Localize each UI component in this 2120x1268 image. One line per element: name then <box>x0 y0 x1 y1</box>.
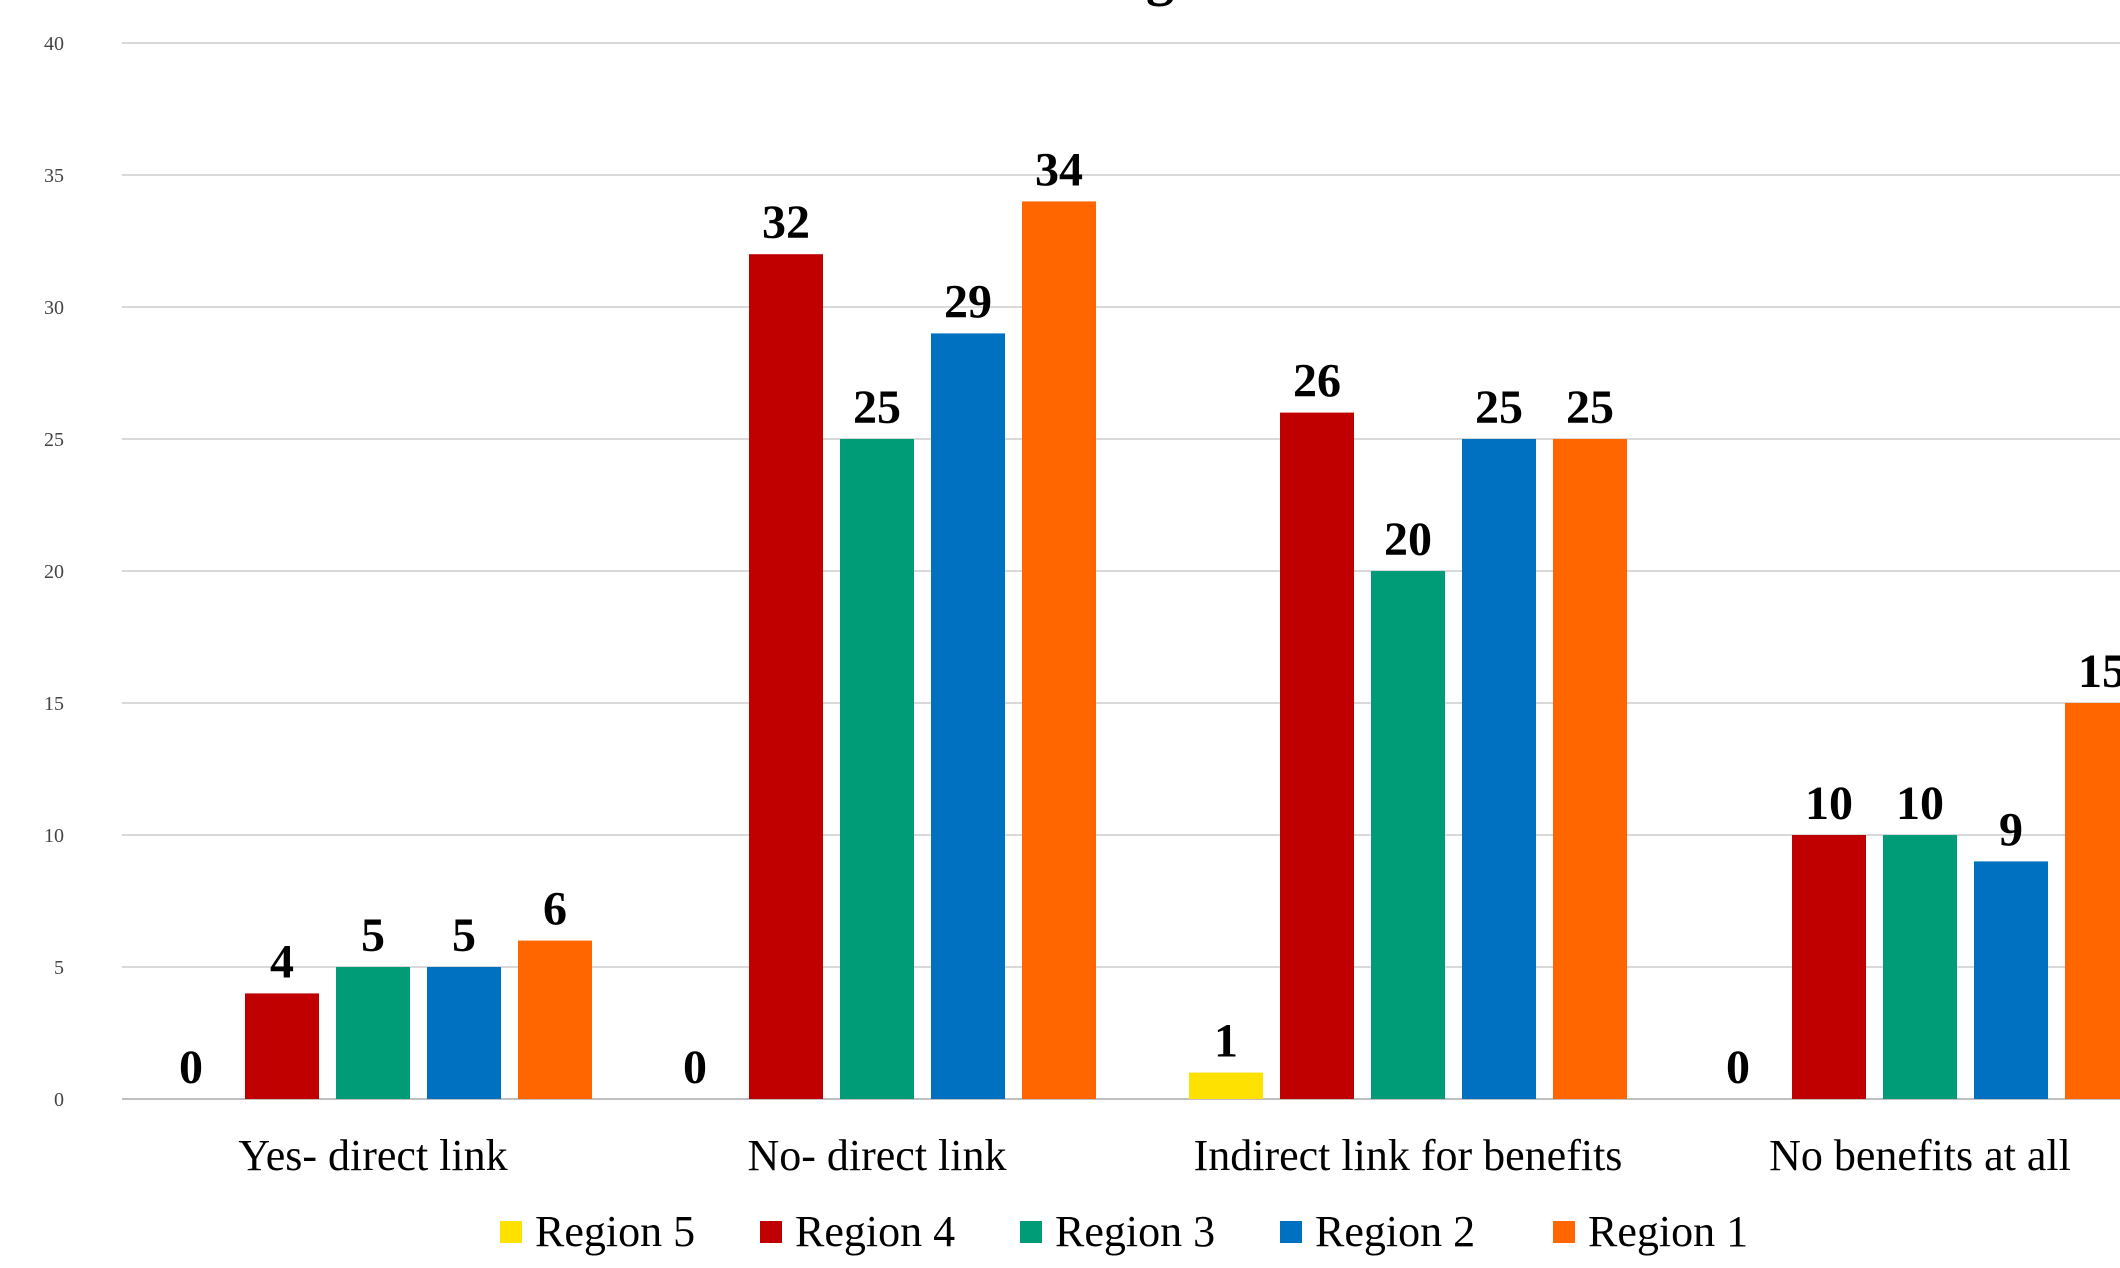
bar <box>518 940 592 1099</box>
y-tick-label: 0 <box>54 1089 64 1111</box>
y-tick-label: 35 <box>44 165 64 187</box>
legend-swatch <box>1280 1221 1302 1243</box>
y-tick-label: 10 <box>44 825 64 847</box>
data-label: 34 <box>1035 143 1083 196</box>
legend-label: Region 3 <box>1055 1207 1215 1256</box>
legend-item: Region 4 <box>760 1207 955 1256</box>
legend-item: Region 2 <box>1280 1207 1475 1256</box>
data-label: 6 <box>543 883 567 936</box>
bar <box>1792 835 1866 1099</box>
bar <box>245 993 319 1099</box>
x-axis-categories: Yes- direct link No- direct link Indirect … <box>238 1131 2071 1180</box>
data-label: 20 <box>1384 513 1432 566</box>
bar <box>2065 703 2120 1099</box>
bars <box>245 201 2120 1100</box>
bar <box>1974 861 2048 1099</box>
data-label: 25 <box>1566 381 1614 434</box>
bar <box>749 254 823 1099</box>
data-label: 10 <box>1896 777 1944 830</box>
legend-item: Region 5 <box>500 1207 695 1256</box>
data-label: 0 <box>683 1041 707 1094</box>
bar <box>1462 439 1536 1099</box>
legend-label: Region 1 <box>1588 1207 1748 1256</box>
data-label: 32 <box>762 196 810 249</box>
y-tick-label: 15 <box>44 693 64 715</box>
legend-swatch <box>500 1221 522 1243</box>
bar <box>931 333 1005 1099</box>
y-axis-ticks: 0 5 10 15 20 25 30 35 40 <box>44 33 64 1111</box>
data-label: 15 <box>2078 645 2120 698</box>
data-label: 1 <box>1214 1015 1238 1068</box>
legend-swatch <box>760 1221 782 1243</box>
data-label: 0 <box>179 1041 203 1094</box>
legend-label: Region 2 <box>1315 1207 1475 1256</box>
data-label: 29 <box>944 275 992 328</box>
data-label: 0 <box>1726 1041 1750 1094</box>
data-label: 26 <box>1293 355 1341 408</box>
legend-label: Region 4 <box>795 1207 955 1256</box>
y-tick-label: 30 <box>44 297 64 319</box>
x-category-label: No benefits at all <box>1769 1131 2071 1180</box>
x-category-label: Indirect link for benefits <box>1194 1131 1623 1180</box>
bar <box>1280 412 1354 1100</box>
legend: Region 5 Region 4 Region 3 Region 2 Region 1 <box>500 1207 1748 1256</box>
bar <box>336 967 410 1099</box>
data-labels: 0 4 5 5 6 0 32 25 29 34 1 26 20 25 25 0 10 10 9 15 <box>179 143 2120 1094</box>
legend-item: Region 1 <box>1553 1207 1748 1256</box>
bar <box>427 967 501 1099</box>
x-category-label: Yes- direct link <box>238 1131 507 1180</box>
bar <box>1022 201 1096 1099</box>
bar <box>1189 1072 1263 1099</box>
y-tick-label: 20 <box>44 561 64 583</box>
data-label: 10 <box>1805 777 1853 830</box>
y-tick-label: 5 <box>54 957 64 979</box>
x-category-label: No- direct link <box>747 1131 1006 1180</box>
data-label: 5 <box>452 909 476 962</box>
y-tick-label: 25 <box>44 429 64 451</box>
y-tick-label: 40 <box>44 33 64 55</box>
data-label: 4 <box>270 935 294 988</box>
bar <box>1371 571 1445 1099</box>
chart-title-fragment: g <box>1146 0 1174 7</box>
legend-item: Region 3 <box>1020 1207 1215 1256</box>
data-label: 25 <box>1475 381 1523 434</box>
bar <box>840 439 914 1099</box>
legend-swatch <box>1553 1221 1575 1243</box>
legend-swatch <box>1020 1221 1042 1243</box>
bar <box>1553 439 1627 1099</box>
data-label: 9 <box>1999 803 2023 856</box>
data-label: 5 <box>361 909 385 962</box>
data-label: 25 <box>853 381 901 434</box>
legend-label: Region 5 <box>535 1207 695 1256</box>
bar <box>1883 835 1957 1099</box>
